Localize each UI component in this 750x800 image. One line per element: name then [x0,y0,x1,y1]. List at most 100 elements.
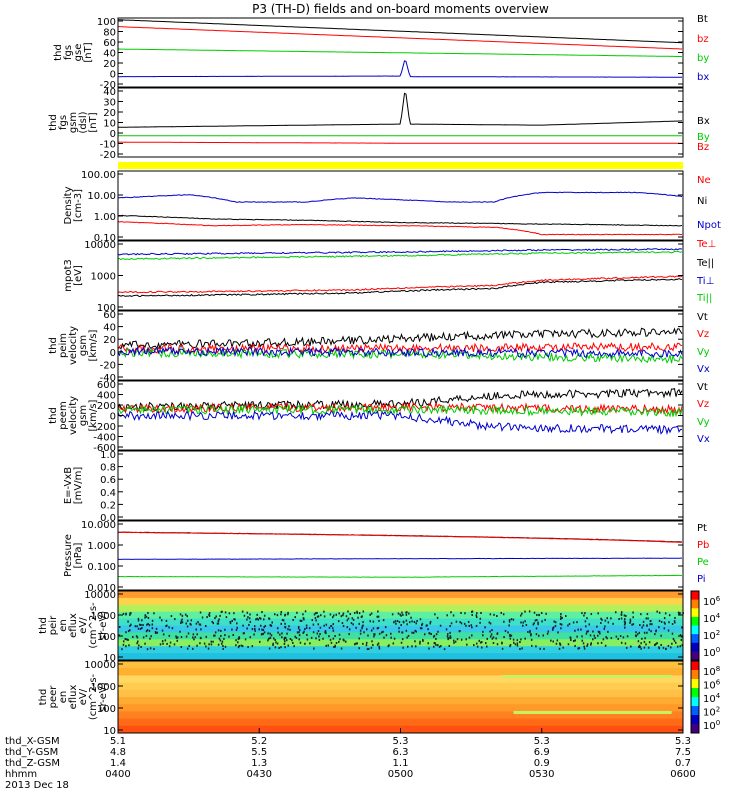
spectrogram-band [118,639,683,647]
spectrogram-speck [175,635,177,638]
spectrogram-speck [603,627,606,630]
spectrogram-speck [567,624,569,627]
spectrogram-speck [620,617,623,620]
y-axis-label: E=-VxB [mV/m] [63,467,84,505]
spectrogram-speck [283,638,286,641]
spectrogram-speck [358,622,361,625]
spectrogram-speck [452,639,455,642]
spectrogram-speck [425,624,428,627]
spectrogram-speck [433,642,436,645]
spectrogram-speck [382,630,384,633]
spectrogram-speck [208,613,210,616]
spectrogram-speck [604,644,607,647]
spectrogram-speck [332,614,335,617]
y-axis-label-line: [nPa] [73,542,84,568]
colorbar-segment [691,625,699,635]
spectrogram-speck [256,617,258,620]
spectrogram-speck [419,640,421,643]
spectrogram-speck [491,637,494,640]
spectrogram-speck [632,616,634,619]
spectrogram-speck [610,617,612,620]
spectrogram-speck [311,619,314,622]
spectrogram-speck [486,637,488,640]
spectrogram-speck [531,644,533,647]
spectrogram-speck [304,610,307,613]
spectrogram-speck [179,630,181,633]
spectrogram-speck [340,647,343,650]
spectrogram-speck [293,645,295,648]
spectrogram-speck [400,641,403,644]
spectrogram-speck [214,634,216,637]
spectrogram-speck [560,627,562,630]
spectrogram-speck [419,627,422,630]
spectrogram-speck [536,613,538,616]
legend-by: by [697,53,709,64]
spectrogram-speck [598,630,601,633]
spectrogram-speck [317,623,320,626]
spectrogram-speck [137,627,140,630]
spectrogram-speck [430,633,432,636]
y-axis-label-line: gsm [78,405,89,426]
spectrogram-speck [298,634,301,637]
spectrogram-speck [280,646,282,649]
y-axis-label-line: sr-eV) [98,682,109,711]
spectrogram-speck [313,647,315,650]
spectrogram-speck [282,619,285,622]
spectrogram-speck [322,637,324,640]
spectrogram-speck [394,620,397,623]
spectrogram-speck [377,615,380,618]
y-tick-label: 0 [110,412,116,423]
spectrogram-speck [553,620,555,623]
spectrogram-speck [249,636,252,639]
colorbar-label: 102 [703,629,720,642]
spectrogram-speck [501,641,503,644]
spectrogram-speck [317,615,320,618]
spectrogram-speck [400,614,402,617]
footer-value: 6.9 [534,747,550,758]
spectrogram-speck [144,614,147,617]
y-axis-label-line: [km/s] [88,399,99,431]
spectrogram-speck [574,629,576,632]
spectrogram-speck [479,621,481,624]
spectrogram-speck [554,621,557,624]
spectrogram-speck [607,630,609,633]
spectrogram-speck [460,611,462,614]
y-tick-label: 40 [103,87,116,98]
spectrogram-speck [458,630,461,633]
spectrogram-speck [305,626,308,629]
spectrogram-speck [635,635,637,638]
colorbar-segment [691,616,699,626]
spectrogram-speck [647,646,650,649]
y-tick-label: 10000 [84,240,116,251]
series-line-Vt [117,327,683,350]
spectrogram-speck [137,617,140,620]
y-axis-label-line: fgs [63,45,74,60]
spectrogram-speck [402,646,404,649]
spectrogram-speck [316,632,319,635]
spectrogram-speck [359,632,362,635]
spectrogram-speck [144,616,146,619]
spectrogram-speck [393,621,395,624]
spectrogram-speck [221,640,224,643]
footer-value: 4.8 [110,747,126,758]
spectrogram-speck [347,617,350,620]
spectrogram-speck [435,637,437,640]
spectrogram-speck [664,612,667,615]
y-axis-label-line: [nT] [83,42,94,62]
spectrogram-speck [556,639,559,642]
spectrogram-speck [398,630,400,633]
spectrogram-speck [129,624,131,627]
series-line-Te⊥ [117,275,683,294]
footer-value: 5.3 [675,736,691,747]
y-axis-label-line: eflux [68,685,79,710]
spectrogram-speck [144,642,146,645]
spectrogram-speck [530,634,532,637]
spectrogram-speck [533,622,535,625]
spectrogram-speck [374,633,376,636]
spectrogram-speck [405,629,408,632]
spectrogram-speck [356,642,358,645]
spectrogram-speck [155,627,158,630]
spectrogram-speck [355,626,357,629]
spectrogram-speck [388,644,390,647]
